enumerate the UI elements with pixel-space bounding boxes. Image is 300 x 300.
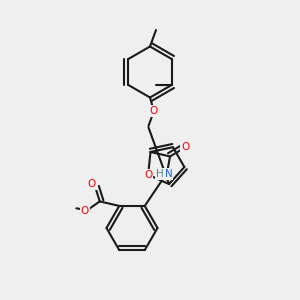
Text: O: O (182, 142, 190, 152)
Text: H: H (156, 169, 164, 179)
Text: N: N (165, 169, 172, 179)
Text: O: O (149, 106, 157, 116)
Text: O: O (144, 170, 152, 180)
Text: O: O (88, 179, 96, 189)
Text: O: O (81, 206, 89, 216)
